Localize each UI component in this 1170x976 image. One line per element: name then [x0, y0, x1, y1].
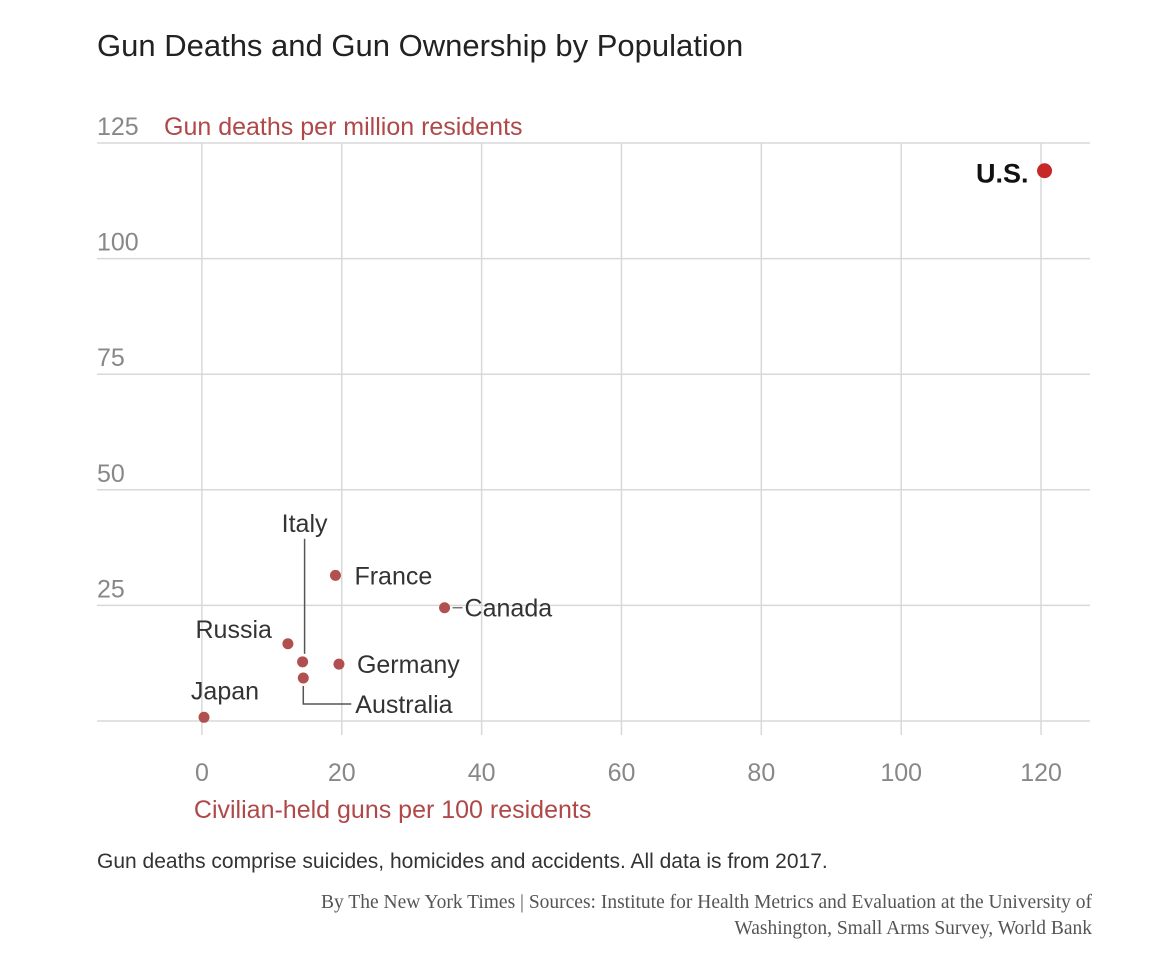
data-point [282, 638, 294, 650]
scatter-chart: 25 50 75 100 125 Gun deaths per million resid… [97, 113, 1090, 824]
point-label: Germany [357, 651, 460, 679]
australia-connector [302, 685, 352, 705]
y-axis-label: Gun deaths per million residents [164, 113, 523, 141]
data-point [329, 569, 341, 581]
axes: 25 50 75 100 125 Gun deaths per million resid… [97, 113, 1062, 824]
x-tick-label: 40 [468, 759, 496, 787]
data-points [198, 163, 1053, 723]
source-line-1: By The New York Times | Sources: Institu… [321, 892, 1092, 913]
data-point [297, 656, 309, 668]
x-tick-label: 80 [747, 759, 775, 787]
point-label: Canada [465, 595, 553, 623]
source-line-2: Washington, Small Arms Survey, World Ban… [734, 918, 1092, 939]
grid-lines [97, 142, 1090, 735]
point-label: Russia [195, 616, 272, 644]
point-label: Japan [191, 677, 259, 705]
x-tick-label: 120 [1020, 759, 1062, 787]
point-label: France [354, 562, 432, 590]
y-tick-label: 50 [97, 460, 125, 488]
label-connectors [302, 538, 463, 705]
data-point [1037, 163, 1053, 179]
y-tick-label: 100 [97, 229, 139, 257]
y-tick-label: 25 [97, 575, 125, 603]
x-tick-label: 100 [880, 759, 922, 787]
data-point [198, 711, 210, 723]
x-axis-label: Civilian-held guns per 100 residents [194, 796, 591, 824]
data-point [333, 658, 345, 670]
x-tick-label: 20 [328, 759, 356, 787]
data-point [297, 672, 309, 684]
point-label: Italy [282, 510, 328, 538]
point-labels: U.S. Canada France Germany Italy Australia Rus… [191, 159, 1029, 719]
y-tick-label: 125 [97, 113, 139, 141]
source-credit: By The New York Times | Sources: Institu… [92, 890, 1092, 942]
chart-title: Gun Deaths and Gun Ownership by Populati… [97, 28, 744, 63]
point-label: Australia [355, 691, 452, 719]
data-point [439, 602, 451, 614]
chart-note: Gun deaths comprise suicides, homicides … [97, 850, 828, 873]
y-tick-label: 75 [97, 344, 125, 372]
x-tick-label: 60 [608, 759, 636, 787]
point-label: U.S. [976, 159, 1029, 189]
x-tick-label: 0 [195, 759, 209, 787]
